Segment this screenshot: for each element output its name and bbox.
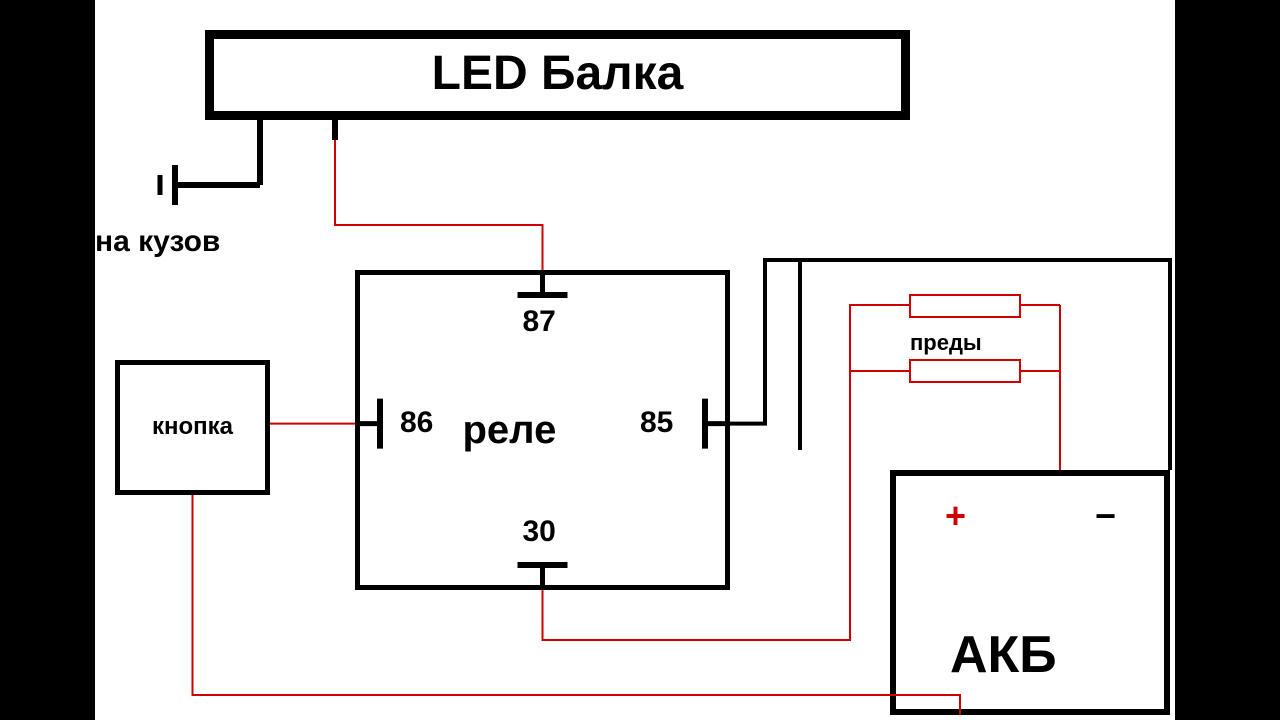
led-bar-block <box>205 30 910 120</box>
left-blackbar <box>0 0 95 720</box>
diagram-stage: LED Балка кнопка реле АКБ 87 86 85 30 на… <box>0 0 1280 720</box>
right-blackbar <box>1175 0 1280 720</box>
battery-block <box>890 470 1170 715</box>
button-block <box>115 360 270 495</box>
relay-block <box>355 270 730 590</box>
